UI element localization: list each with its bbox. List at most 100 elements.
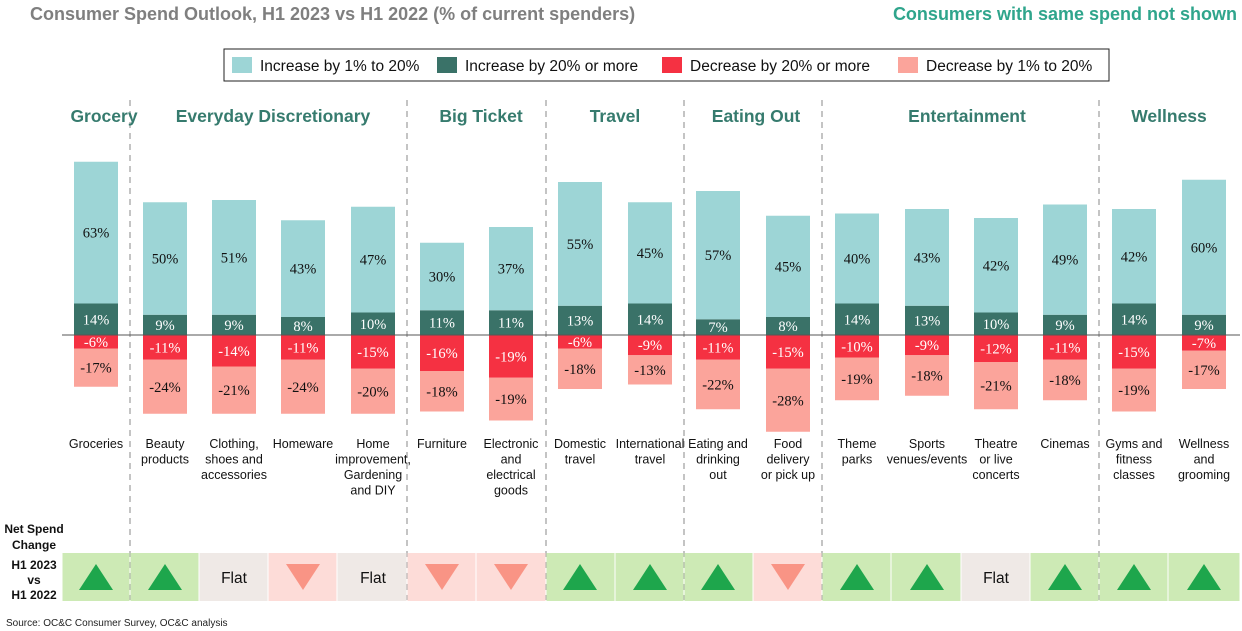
data-label: -19% bbox=[841, 372, 872, 388]
down-arrow-icon bbox=[286, 564, 320, 590]
data-label: 43% bbox=[290, 262, 317, 278]
category-label: and bbox=[501, 453, 522, 467]
bar-increase-20-plus bbox=[974, 312, 1018, 335]
bar-decrease-20-plus bbox=[905, 335, 949, 356]
group-separators bbox=[129, 100, 1100, 600]
bar-increase-1-20 bbox=[835, 213, 879, 304]
bar-decrease-20-plus bbox=[74, 335, 118, 349]
net-spend-cell bbox=[199, 553, 268, 601]
group-title: Wellness bbox=[1131, 106, 1207, 126]
bars: 14% 63% -6% -17% 9% 50% -11% -24% 9% 51% -14% -21% 8… bbox=[62, 161, 1240, 432]
bar-increase-1-20 bbox=[1043, 204, 1087, 315]
bar-decrease-20-plus bbox=[1182, 335, 1226, 351]
bar-increase-20-plus bbox=[281, 317, 325, 335]
category-label: Homeware bbox=[273, 437, 333, 451]
bar-decrease-1-20 bbox=[351, 368, 395, 414]
category-label: International bbox=[616, 437, 685, 451]
chart-note: Consumers with same spend not shown bbox=[893, 4, 1237, 24]
data-label: -6% bbox=[568, 335, 592, 351]
legend-swatch bbox=[437, 57, 457, 73]
bar-decrease-1-20 bbox=[558, 348, 602, 389]
source-note: Source: OC&C Consumer Survey, OC&C analy… bbox=[6, 618, 228, 629]
data-label: 40% bbox=[844, 252, 871, 268]
bar-decrease-20-plus bbox=[212, 335, 256, 367]
net-spend-label: Change bbox=[12, 538, 56, 552]
category-label: classes bbox=[1113, 468, 1155, 482]
net-spend-label: Net Spend bbox=[4, 522, 63, 536]
category-label: travel bbox=[565, 453, 596, 467]
bar-increase-20-plus bbox=[74, 303, 118, 335]
category-label: Cinemas bbox=[1040, 437, 1089, 451]
category-labels: Groceries Beauty products Clothing, shoes an… bbox=[69, 437, 1230, 498]
up-arrow-icon bbox=[1187, 564, 1221, 590]
data-label: 11% bbox=[498, 316, 524, 332]
data-label: 63% bbox=[83, 226, 110, 242]
data-label: -10% bbox=[841, 339, 872, 355]
bar-decrease-20-plus bbox=[1043, 335, 1087, 360]
chart-title: Consumer Spend Outlook, H1 2023 vs H1 20… bbox=[30, 4, 635, 24]
bar-increase-20-plus bbox=[558, 305, 602, 335]
data-label: -13% bbox=[634, 363, 665, 379]
legend-swatch bbox=[232, 57, 252, 73]
bar-decrease-20-plus bbox=[281, 335, 325, 360]
bar-increase-20-plus bbox=[1182, 314, 1226, 335]
bar-increase-20-plus bbox=[696, 319, 740, 335]
down-arrow-icon bbox=[425, 564, 459, 590]
category-label: Home bbox=[356, 437, 389, 451]
group-title: Big Ticket bbox=[439, 106, 522, 126]
data-label: 11% bbox=[429, 316, 455, 332]
legend-frame bbox=[223, 48, 1110, 82]
data-label: -17% bbox=[80, 361, 111, 377]
category-label: Domestic bbox=[554, 437, 606, 451]
bar-decrease-1-20 bbox=[905, 355, 949, 396]
data-label: -20% bbox=[357, 384, 388, 400]
data-label: -21% bbox=[218, 383, 249, 399]
bar-increase-1-20 bbox=[281, 220, 325, 317]
net-spend-cell bbox=[337, 553, 407, 601]
legend-label: Decrease by 1% to 20% bbox=[926, 58, 1093, 75]
data-label: -24% bbox=[149, 380, 180, 396]
category-label: Theme bbox=[838, 437, 877, 451]
data-label: 50% bbox=[152, 252, 179, 268]
legend-label: Increase by 1% to 20% bbox=[260, 58, 420, 75]
data-label: 51% bbox=[221, 250, 248, 266]
bar-increase-1-20 bbox=[420, 242, 464, 311]
data-label: -9% bbox=[915, 338, 939, 354]
group-title: Everyday Discretionary bbox=[176, 106, 371, 126]
bar-increase-1-20 bbox=[351, 206, 395, 313]
bar-increase-1-20 bbox=[696, 191, 740, 320]
category-label: improvement, bbox=[335, 453, 411, 467]
bar-decrease-20-plus bbox=[558, 335, 602, 349]
up-arrow-icon bbox=[563, 564, 597, 590]
bar-increase-20-plus bbox=[143, 314, 187, 335]
down-arrow-icon bbox=[494, 564, 528, 590]
data-label: 14% bbox=[1121, 312, 1148, 328]
data-label: 9% bbox=[155, 318, 174, 334]
legend-label: Decrease by 20% or more bbox=[690, 58, 870, 75]
bar-decrease-1-20 bbox=[696, 359, 740, 410]
data-label: -24% bbox=[287, 380, 318, 396]
category-label: parks bbox=[842, 453, 873, 467]
bar-decrease-20-plus bbox=[1112, 335, 1156, 369]
category-label: shoes and bbox=[205, 453, 263, 467]
data-label: 47% bbox=[360, 253, 387, 269]
category-label: Wellness bbox=[1179, 437, 1229, 451]
data-label: -14% bbox=[218, 344, 249, 360]
bar-decrease-20-plus bbox=[766, 335, 810, 369]
bar-increase-1-20 bbox=[74, 161, 118, 304]
group-title: Grocery bbox=[70, 106, 137, 126]
category-label: delivery bbox=[766, 453, 810, 467]
data-label: 10% bbox=[360, 317, 387, 333]
data-label: -19% bbox=[495, 392, 526, 408]
category-label: or live bbox=[979, 453, 1012, 467]
data-label: 14% bbox=[637, 312, 664, 328]
up-arrow-icon bbox=[910, 564, 944, 590]
net-spend-label: H1 2022 bbox=[11, 588, 57, 602]
bar-decrease-20-plus bbox=[489, 335, 533, 378]
group-titles: Grocery Everyday Discretionary Big Ticket T… bbox=[70, 106, 1207, 126]
category-label: Eating and bbox=[688, 437, 748, 451]
bar-decrease-20-plus bbox=[420, 335, 464, 371]
bar-increase-20-plus bbox=[905, 305, 949, 335]
